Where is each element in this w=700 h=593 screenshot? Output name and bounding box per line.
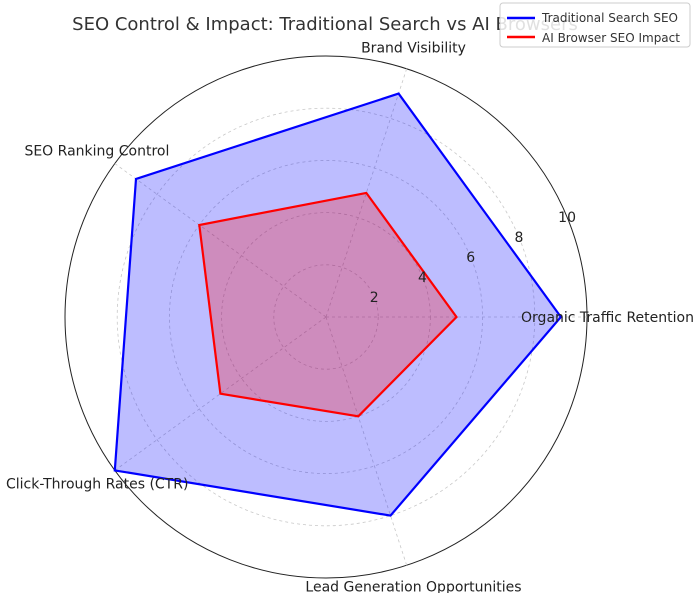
series-fill-ai-browser-seo-impact (199, 192, 457, 417)
tick-label-4: 4 (418, 270, 427, 286)
grid-ring-2 (273, 264, 379, 370)
category-label-lead-generation-opportunities: Lead Generation Opportunities (305, 579, 521, 593)
spoke-click-through-rates-ctr (114, 316, 327, 471)
chart-title: SEO Control & Impact: Traditional Search… (72, 14, 578, 35)
legend-label-ai: AI Browser SEO Impact (542, 31, 680, 45)
spoke-seo-ranking-control (114, 163, 327, 318)
category-labels: Organic Traffic Retention Brand Visibilit… (6, 41, 694, 593)
category-label-organic-traffic-retention: Organic Traffic Retention (521, 310, 694, 326)
spoke-lead-generation-opportunities (325, 316, 408, 566)
category-label-click-through-rates-ctr: Click-Through Rates (CTR) (6, 477, 188, 493)
grid-ring-8 (116, 107, 536, 527)
legend-box (499, 2, 691, 48)
series-line-traditional-search-seo (113, 92, 563, 517)
spoke-brand-visibility (325, 68, 408, 318)
category-label-brand-visibility: Brand Visibility (361, 41, 466, 57)
tick-label-8: 8 (514, 230, 523, 246)
tick-label-10: 10 (558, 210, 576, 226)
series-layer (113, 92, 563, 517)
tick-label-2: 2 (370, 290, 379, 306)
legend: Traditional Search SEO AI Browser SEO Im… (499, 2, 691, 48)
series-fill-traditional-search-seo (114, 93, 561, 516)
series-line-ai-browser-seo-impact (198, 191, 458, 418)
category-label-seo-ranking-control: SEO Ranking Control (24, 144, 169, 160)
tick-label-6: 6 (466, 250, 475, 266)
radial-tick-labels: 2 4 6 8 10 (370, 210, 576, 306)
polar-grid (64, 55, 588, 579)
legend-label-traditional: Traditional Search SEO (541, 11, 678, 25)
